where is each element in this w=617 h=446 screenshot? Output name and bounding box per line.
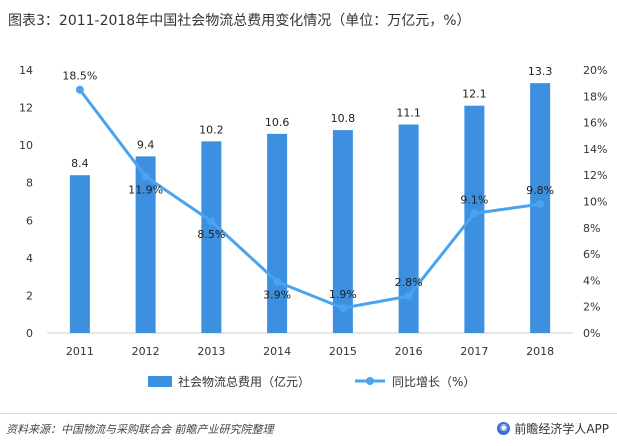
growth-point (470, 209, 479, 218)
growth-value-label: 3.9% (263, 289, 291, 302)
legend: 社会物流总费用（亿元） 同比增长（%） (148, 374, 475, 389)
growth-point (75, 85, 84, 94)
bar (69, 175, 90, 333)
qianzhan-logo-icon: ◉ (497, 422, 511, 435)
right-y-axis: 0% 2% 4% 6% 8% 10% 12% 14% 16% 18% 20% (583, 64, 607, 340)
x-tick-label: 2013 (197, 345, 225, 358)
x-tick-label: 2016 (395, 345, 423, 358)
chart-title: 图表3：2011-2018年中国社会物流总费用变化情况（单位：万亿元，%） (8, 13, 471, 29)
growth-value-label: 9.1% (460, 193, 488, 206)
legend-line-label: 同比增长（%） (392, 375, 475, 389)
x-tick-label: 2018 (526, 345, 554, 358)
brand-name: 前瞻经济学人APP (514, 422, 609, 436)
right-tick-label: 10% (583, 196, 607, 209)
bar (464, 105, 485, 333)
legend-bar-label: 社会物流总费用（亿元） (178, 374, 310, 389)
left-tick-label: 14 (19, 64, 33, 77)
growth-value-label: 18.5% (62, 70, 97, 83)
x-tick-label: 2011 (66, 345, 94, 358)
left-tick-label: 2 (26, 289, 33, 302)
legend-bar-swatch (148, 376, 172, 387)
line-series: 18.5% 11.9% 8.5% 3.9% 1.9% 2.8% 9.1% 9.8% (62, 70, 554, 313)
left-tick-label: 4 (26, 252, 33, 265)
right-tick-label: 12% (583, 169, 607, 182)
growth-point (536, 200, 545, 209)
x-tick-label: 2017 (460, 345, 488, 358)
right-tick-label: 4% (583, 274, 600, 287)
bar (332, 130, 353, 333)
growth-point (273, 277, 282, 286)
growth-point (141, 172, 150, 181)
right-tick-label: 16% (583, 117, 607, 130)
right-tick-label: 0% (583, 327, 600, 340)
growth-point (338, 304, 347, 313)
right-tick-label: 6% (583, 248, 600, 261)
left-tick-label: 8 (26, 177, 33, 190)
left-tick-label: 6 (26, 214, 33, 227)
right-tick-label: 18% (583, 90, 607, 103)
right-tick-label: 2% (583, 301, 600, 314)
left-y-axis: 0 2 4 6 8 10 12 14 (19, 64, 33, 340)
growth-point (207, 217, 216, 226)
bar-value-label: 8.4 (71, 157, 89, 170)
bar-value-label: 11.1 (396, 106, 421, 119)
bar (398, 124, 419, 333)
growth-value-label: 11.9% (128, 184, 163, 197)
bar-value-label: 9.4 (137, 138, 155, 151)
growth-line (78, 88, 541, 310)
right-tick-label: 20% (583, 64, 607, 77)
bar (135, 156, 156, 333)
growth-value-label: 2.8% (395, 276, 423, 289)
footer-divider (0, 413, 617, 414)
x-tick-label: 2012 (132, 345, 160, 358)
growth-value-label: 8.5% (197, 228, 225, 241)
growth-value-label: 9.8% (526, 184, 554, 197)
left-tick-label: 10 (19, 139, 33, 152)
bar-value-label: 10.8 (331, 112, 356, 125)
bar-value-label: 13.3 (528, 65, 553, 78)
growth-value-label: 1.9% (329, 288, 357, 301)
x-tick-label: 2015 (329, 345, 357, 358)
right-tick-label: 14% (583, 143, 607, 156)
legend-line-marker (366, 377, 374, 385)
bar-value-label: 10.6 (265, 116, 290, 129)
growth-point (404, 292, 413, 301)
x-axis: 2011 2012 2013 2014 2015 2016 2017 2018 (47, 332, 573, 358)
x-tick-label: 2014 (263, 345, 291, 358)
bar (267, 133, 288, 333)
bar-value-label: 10.2 (199, 123, 224, 136)
brand-badge: ◉ 前瞻经济学人APP (497, 420, 609, 437)
left-tick-label: 0 (26, 327, 33, 340)
source-note: 资料来源：中国物流与采购联合会 前瞻产业研究院整理 (6, 423, 274, 436)
right-tick-label: 8% (583, 222, 600, 235)
bar (201, 141, 222, 333)
bar-value-label: 12.1 (462, 88, 487, 101)
left-tick-label: 12 (19, 102, 33, 115)
